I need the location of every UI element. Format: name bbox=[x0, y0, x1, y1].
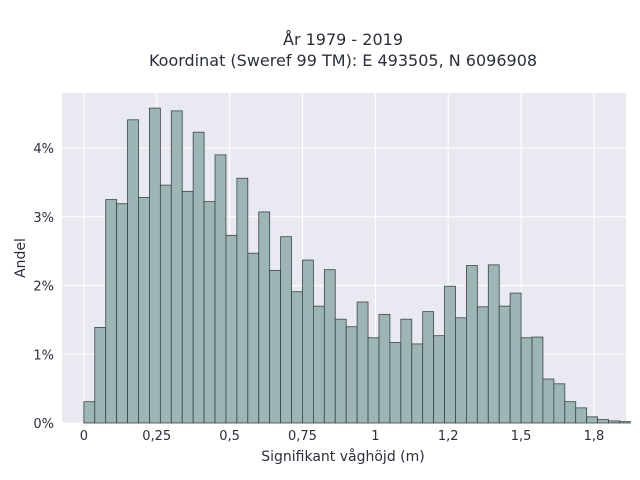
histogram-bar bbox=[105, 199, 118, 424]
histogram-bar bbox=[236, 177, 249, 424]
chart-title-line1: År 1979 - 2019 bbox=[283, 30, 403, 49]
x-axis-label: Signifikant våghöjd (m) bbox=[261, 448, 424, 465]
histogram-bar bbox=[323, 269, 336, 424]
histogram-bar bbox=[312, 305, 325, 424]
histogram-bar bbox=[564, 401, 577, 424]
histogram-bar bbox=[116, 203, 128, 424]
histogram-bar bbox=[356, 301, 369, 424]
x-tick-label: 1,8 bbox=[584, 429, 605, 444]
histogram-bar bbox=[159, 184, 172, 424]
histogram-bar bbox=[597, 419, 609, 424]
histogram-bar bbox=[433, 335, 445, 424]
x-tick-label: 0 bbox=[80, 429, 88, 444]
histogram-bar bbox=[181, 190, 194, 424]
histogram-bar bbox=[170, 110, 183, 424]
x-tick-label: 0,25 bbox=[142, 429, 171, 444]
histogram-bar bbox=[476, 306, 489, 424]
chart-title-line2: Koordinat (Sweref 99 TM): E 493505, N 60… bbox=[149, 51, 537, 70]
histogram-bar bbox=[444, 285, 456, 424]
histogram-bar bbox=[400, 318, 413, 424]
histogram-bar bbox=[214, 154, 227, 424]
histogram-bar bbox=[334, 318, 347, 424]
histogram-bar bbox=[542, 378, 555, 424]
histogram-bar bbox=[291, 291, 303, 424]
x-tick-labels: 0 0,25 0,5 0,75 1 1,2 1,5 1,8 bbox=[80, 429, 605, 444]
histogram-bar bbox=[378, 313, 391, 424]
y-tick-label: 4% bbox=[33, 142, 54, 157]
x-tick-label: 1,2 bbox=[438, 429, 459, 444]
y-axis-label: Andel bbox=[13, 238, 29, 278]
histogram-bar bbox=[422, 311, 435, 424]
histogram-bar bbox=[149, 107, 161, 424]
y-tick-label: 0% bbox=[33, 417, 54, 432]
histogram-bar bbox=[411, 343, 424, 424]
histogram-bar bbox=[225, 234, 238, 424]
histogram-bar bbox=[466, 265, 478, 424]
histogram-bar bbox=[455, 317, 467, 424]
histogram-bar bbox=[531, 336, 544, 424]
histogram-bar bbox=[192, 131, 205, 424]
bars-group bbox=[83, 107, 631, 424]
histogram-bar bbox=[127, 119, 139, 424]
histogram-bar bbox=[94, 327, 107, 424]
histogram-bar bbox=[269, 269, 282, 424]
histogram-bar bbox=[553, 383, 566, 424]
histogram-bar bbox=[586, 416, 598, 424]
histogram-bar bbox=[280, 236, 292, 424]
y-tick-label: 2% bbox=[33, 280, 54, 295]
histogram-bar bbox=[520, 337, 533, 424]
histogram-bar bbox=[83, 401, 96, 424]
y-tick-label: 1% bbox=[33, 348, 54, 363]
histogram-bar bbox=[138, 197, 150, 424]
histogram-bar bbox=[345, 326, 358, 424]
histogram-bar bbox=[258, 211, 271, 424]
x-tick-label: 1 bbox=[371, 429, 379, 444]
histogram-bar bbox=[247, 252, 260, 424]
histogram-bar bbox=[498, 305, 511, 424]
histogram-bar bbox=[203, 201, 216, 424]
x-tick-label: 1,5 bbox=[511, 429, 532, 444]
x-tick-label: 0,75 bbox=[288, 429, 317, 444]
y-tick-labels: 0% 1% 2% 3% 4% bbox=[33, 142, 54, 432]
histogram-bar bbox=[367, 337, 380, 424]
histogram-bar bbox=[575, 407, 588, 424]
histogram-bar bbox=[509, 292, 522, 424]
histogram-bar bbox=[487, 264, 500, 424]
y-tick-label: 3% bbox=[33, 211, 54, 226]
histogram-bar bbox=[619, 421, 631, 424]
histogram-bar bbox=[608, 420, 620, 424]
histogram-bar bbox=[302, 259, 314, 424]
histogram-bar bbox=[389, 342, 402, 424]
x-tick-label: 0,5 bbox=[219, 429, 240, 444]
